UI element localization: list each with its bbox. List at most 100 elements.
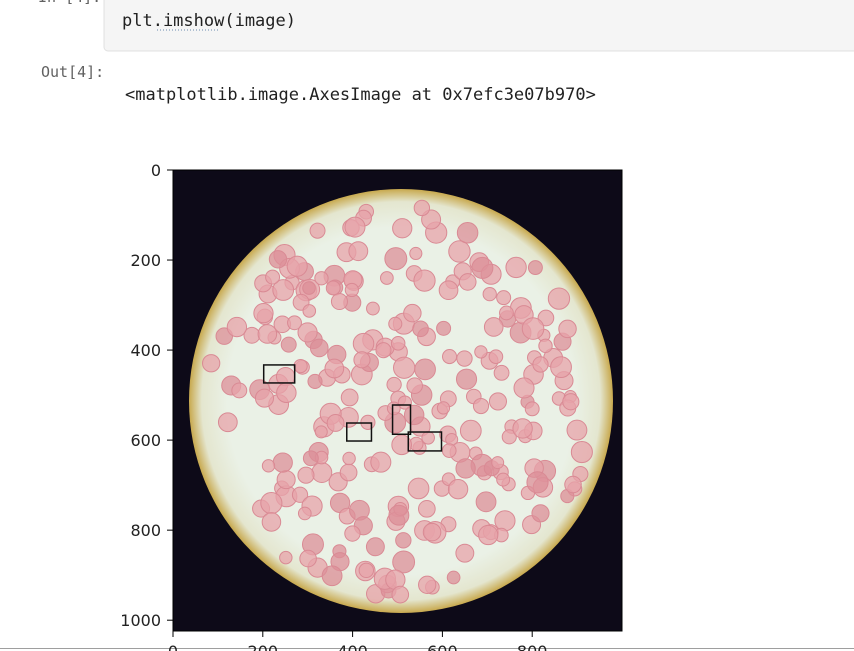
cell (442, 349, 458, 365)
cell (366, 301, 380, 316)
cell (344, 282, 359, 298)
cell (272, 279, 295, 301)
cell (330, 292, 348, 311)
cell (261, 512, 282, 532)
cell (365, 537, 385, 557)
cell (392, 550, 416, 574)
cell (375, 342, 392, 359)
cell (436, 320, 452, 336)
cell (287, 315, 302, 331)
cell (570, 441, 593, 464)
cell (386, 401, 401, 416)
cell (406, 377, 424, 394)
cell (388, 504, 410, 526)
y-tick-label: 400 (130, 341, 161, 360)
cell (302, 304, 317, 318)
cell (458, 273, 477, 291)
cell (257, 324, 278, 344)
cell (418, 500, 436, 518)
cell (324, 358, 345, 379)
cell (379, 271, 394, 285)
y-tick-label: 0 (151, 161, 161, 180)
cell (412, 320, 429, 338)
cell (547, 287, 571, 310)
cell (265, 269, 281, 285)
cell (302, 450, 319, 467)
cell (260, 491, 283, 515)
bounding-box (407, 431, 443, 452)
cell (493, 364, 510, 381)
cell (311, 462, 333, 483)
cell (455, 458, 476, 479)
cell (321, 565, 343, 587)
cell (261, 459, 276, 473)
cell (471, 256, 494, 279)
cell (325, 280, 341, 296)
cell (384, 247, 408, 271)
cell (436, 401, 451, 415)
y-tick-label: 200 (130, 251, 161, 270)
cell (286, 255, 308, 277)
cell (538, 338, 553, 354)
bounding-box (391, 404, 412, 436)
cells (202, 199, 593, 604)
cell (421, 430, 435, 445)
cell (448, 240, 471, 263)
cell (297, 466, 315, 484)
cell (441, 443, 457, 458)
cell (438, 280, 459, 301)
cell (253, 303, 274, 324)
cell (397, 395, 412, 410)
cell (478, 524, 499, 546)
cell (297, 506, 312, 521)
cell (309, 338, 329, 358)
cell (352, 332, 375, 355)
cell (388, 316, 403, 331)
cell (455, 368, 478, 390)
code-cell[interactable] (103, 0, 854, 52)
y-tick-label: 600 (130, 431, 161, 450)
cell (409, 246, 423, 261)
cell (342, 451, 356, 466)
cell (527, 260, 543, 276)
cell (393, 356, 416, 379)
cell (272, 452, 293, 473)
cell (459, 419, 482, 442)
cell (307, 373, 323, 389)
bounding-box (346, 422, 373, 442)
cell (512, 418, 533, 439)
cell (358, 562, 375, 579)
cell (491, 456, 505, 470)
cell (314, 271, 329, 286)
cell (505, 256, 527, 279)
cell (524, 401, 540, 417)
cell (499, 305, 514, 321)
cell (299, 549, 317, 568)
cell (414, 358, 436, 381)
cell (391, 585, 410, 604)
cell (413, 269, 436, 292)
cell (276, 382, 297, 403)
cell (475, 491, 497, 513)
cell (564, 475, 582, 494)
code: plt.imshow(image) (122, 11, 296, 31)
cell (340, 388, 359, 407)
cell (472, 397, 490, 415)
image (173, 170, 622, 631)
cell (392, 218, 413, 239)
cell (344, 525, 361, 542)
x-tick-label: 200 (248, 642, 279, 651)
cell (562, 393, 580, 411)
cell (276, 470, 296, 490)
y-tick-label: 1000 (120, 611, 161, 630)
cell (339, 463, 358, 482)
x-tick-label: 0 (168, 642, 178, 651)
axes-frame (172, 169, 623, 632)
cell (297, 322, 318, 343)
cell (280, 336, 297, 353)
cell (202, 354, 221, 373)
cell (390, 336, 406, 351)
cell (532, 356, 549, 373)
